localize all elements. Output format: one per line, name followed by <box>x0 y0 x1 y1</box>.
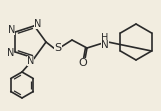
Text: O: O <box>79 58 87 68</box>
Text: N: N <box>33 19 41 29</box>
Text: H: H <box>101 33 109 43</box>
Text: N: N <box>7 48 14 58</box>
Text: N: N <box>8 25 15 35</box>
Text: N: N <box>101 40 109 50</box>
Text: S: S <box>54 43 62 53</box>
Text: N: N <box>27 56 34 66</box>
